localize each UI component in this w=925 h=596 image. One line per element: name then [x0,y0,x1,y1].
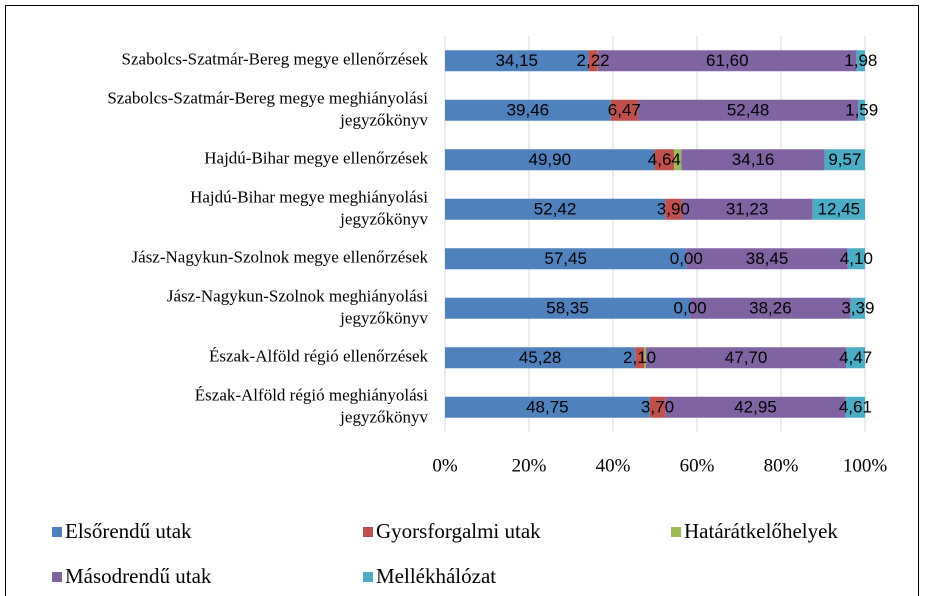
data-label: 2,22 [577,51,610,70]
data-label: 12,45 [818,200,861,219]
x-tick-label: 0% [432,455,458,476]
category-line: jegyzőkönyv [339,308,428,327]
data-label: 58,35 [546,299,589,318]
data-label: 6,47 [608,101,641,120]
data-label: 9,57 [828,150,861,169]
category-line: Észak-Alföld régió meghiányolási [195,385,428,404]
data-label: 34,15 [495,51,538,70]
data-label: 52,42 [534,200,577,219]
data-label: 57,45 [544,249,587,268]
legend-label: Gyorsforgalmi utak [376,519,541,543]
x-tick-label: 80% [764,455,799,476]
bar-segment [645,347,847,369]
data-label: 31,23 [726,200,769,219]
bar-segment [681,149,825,171]
legend-swatch [671,527,681,537]
bar-segment [681,198,813,220]
bar-segment [847,248,865,270]
data-label: 42,95 [734,398,777,417]
data-label: 48,75 [526,398,569,417]
bar-segment [846,347,865,369]
x-tick-label: 60% [680,455,715,476]
data-label: 52,48 [727,101,770,120]
data-label: 0,00 [674,299,707,318]
bar-segment [812,198,865,220]
data-label: 3,70 [641,398,674,417]
data-label: 1,59 [845,101,878,120]
category-label: Jász-Nagykun-Szolnok meghiányolási jegyző… [167,286,429,327]
bar-segment [674,149,682,171]
bar-segment [445,347,636,369]
data-label: 34,16 [732,150,775,169]
bar-segment [858,99,865,121]
category-line: jegyzőkönyv [339,407,428,426]
bar-segment [690,297,851,319]
legend-label: Mellékhálózat [376,564,496,588]
legend-swatch [52,527,62,537]
bar-segment [845,396,866,418]
data-label: 49,90 [529,150,572,169]
data-label: 2,10 [623,348,656,367]
legend-label: Másodrendű utak [65,564,212,588]
bar-segment [686,248,848,270]
bar-segment [445,396,650,418]
category-label: Szabolcs-Szatmár-Bereg megye meghiányolá… [107,88,428,129]
data-label: 38,26 [749,299,792,318]
category-line: jegyzőkönyv [339,110,428,129]
bar-segment [850,297,865,319]
bar-segment [856,50,865,72]
category-label: Jász-Nagykun-Szolnok megye ellenőrzések [132,248,429,267]
bar-segment [445,50,589,72]
bar-segment [635,347,644,369]
bar-segment [637,99,859,121]
x-tick-label: 40% [596,455,631,476]
category-line: Jász-Nagykun-Szolnok meghiányolási [167,286,428,305]
legend-label: Határátkelőhelyek [684,519,838,543]
category-label: Észak-Alföld régió ellenőrzések [209,347,429,366]
category-line: jegyzőkönyv [339,209,428,228]
data-label: 3,39 [841,299,874,318]
x-tick-label: 20% [512,455,547,476]
data-label: 1,98 [844,51,877,70]
bar-segment [445,198,666,220]
bar-segment [588,50,598,72]
bar-segment [665,198,682,220]
data-label: 39,46 [507,101,550,120]
data-label: 47,70 [725,348,768,367]
bar-segment [643,347,646,369]
category-label: Észak-Alföld régió meghiányolási jegyzőkö… [195,385,429,426]
bar-segment [445,248,687,270]
bar-segment [445,99,611,121]
legend-swatch [52,572,62,582]
x-tick-label: 100% [843,455,888,476]
data-label: 4,61 [839,398,872,417]
category-label: Hajdú-Bihar megye meghiányolási jegyzőkön… [190,187,428,228]
bar-segment [597,50,857,72]
category-line: Hajdú-Bihar megye meghiányolási [190,187,428,206]
data-label: 0,00 [670,249,703,268]
legend-swatch [363,572,373,582]
bar-segment [824,149,865,171]
legend-swatch [363,527,373,537]
bar-segment [610,99,638,121]
bar-segment [649,396,666,418]
data-label: 4,10 [840,249,873,268]
category-label: Szabolcs-Szatmár-Bereg megye ellenőrzése… [122,50,429,69]
data-label: 45,28 [519,348,562,367]
data-label: 4,64 [648,150,681,169]
bar-segment [445,149,655,171]
bar-segment [665,396,846,418]
category-line: Szabolcs-Szatmár-Bereg megye meghiányolá… [107,88,428,107]
category-label: Hajdú-Bihar megye ellenőrzések [204,149,428,168]
data-label: 38,45 [746,249,789,268]
bar-segment [654,149,675,171]
data-label: 61,60 [706,51,749,70]
bar-segment [445,297,691,319]
data-label: 4,47 [839,348,872,367]
legend-label: Elsőrendű utak [65,519,192,543]
data-label: 3,90 [657,200,690,219]
